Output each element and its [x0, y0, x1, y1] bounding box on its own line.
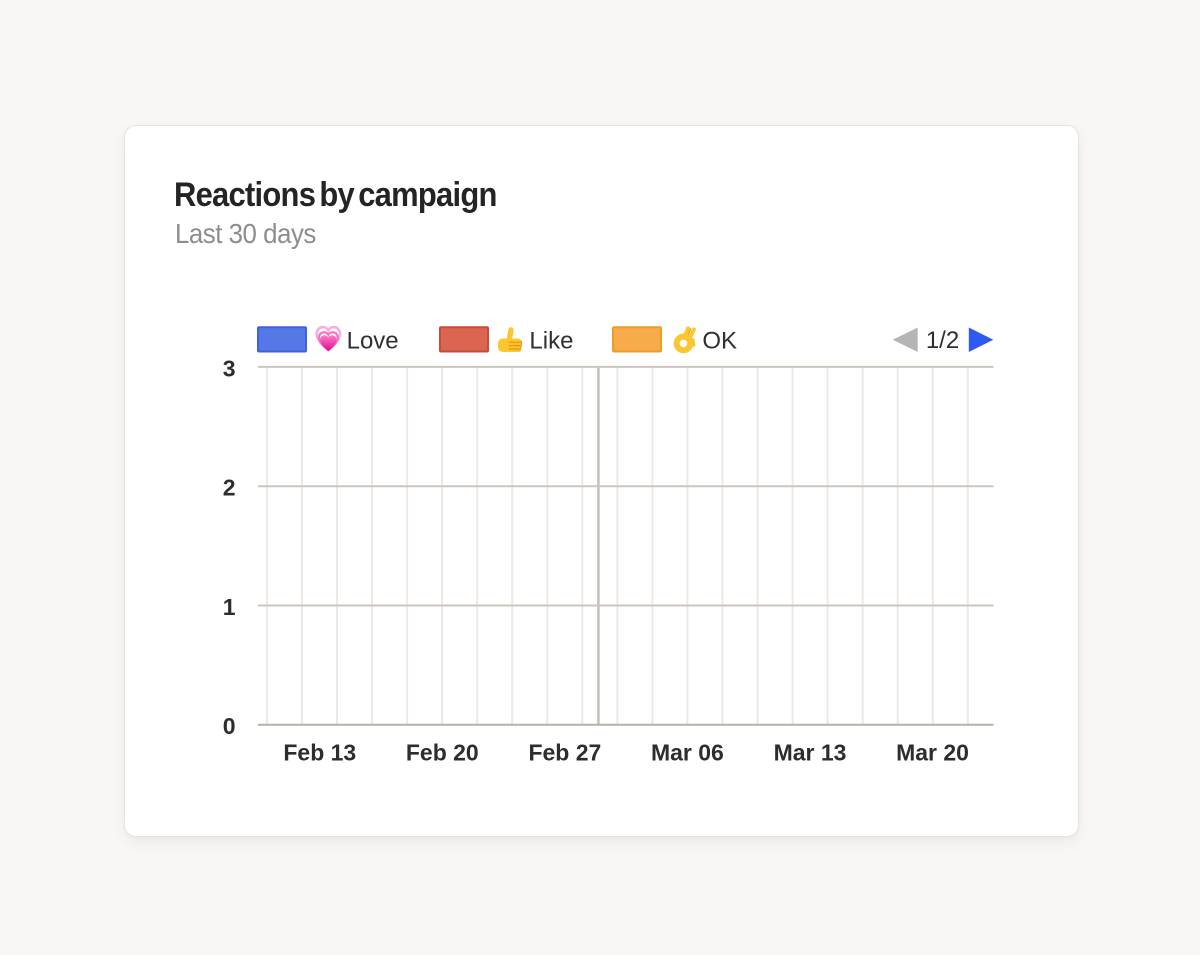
svg-text:0: 0 [223, 713, 236, 739]
svg-text:Mar 13: Mar 13 [774, 739, 847, 765]
svg-text:Mar 20: Mar 20 [896, 739, 969, 765]
svg-text:2: 2 [223, 475, 236, 501]
svg-text:OK: OK [702, 328, 737, 355]
svg-text:Feb 27: Feb 27 [528, 739, 601, 765]
svg-text:Like: Like [529, 328, 573, 355]
svg-text:1: 1 [223, 594, 236, 620]
svg-text:3: 3 [223, 355, 236, 381]
svg-text:Mar 06: Mar 06 [651, 739, 724, 765]
svg-text:Love: Love [347, 328, 399, 355]
svg-text:Feb 20: Feb 20 [406, 739, 479, 765]
svg-text:1/2: 1/2 [926, 327, 959, 354]
svg-text:Feb 13: Feb 13 [283, 739, 356, 765]
